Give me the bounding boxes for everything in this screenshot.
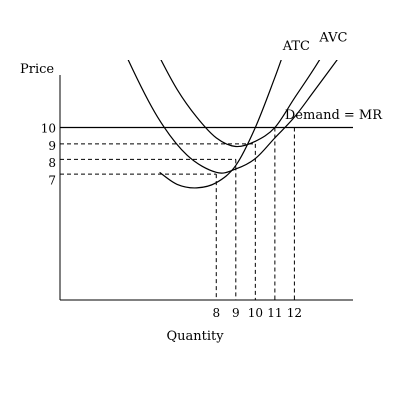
x-axis-label: Quantity bbox=[166, 329, 224, 344]
avc-label: AVC bbox=[318, 30, 347, 45]
guide-lines bbox=[60, 127, 295, 300]
x-tick-label: 11 bbox=[267, 306, 282, 320]
series-curves bbox=[60, 60, 353, 189]
x-tick-label: 8 bbox=[212, 306, 220, 320]
mc-curve bbox=[159, 60, 282, 189]
y-tick-label: 9 bbox=[48, 139, 56, 153]
x-tick-label: 10 bbox=[248, 306, 263, 320]
atc-curve bbox=[160, 60, 321, 148]
x-tick-label: 9 bbox=[232, 306, 240, 320]
curve-labels: MC ATC AVC Demand = MR bbox=[267, 0, 383, 123]
y-tick-label: 7 bbox=[48, 173, 56, 187]
atc-label: ATC bbox=[282, 39, 310, 54]
y-tick-label: 8 bbox=[48, 156, 56, 170]
y-tick-label: 10 bbox=[41, 122, 56, 136]
y-axis-label: Price bbox=[20, 62, 54, 77]
x-tick-label: 12 bbox=[287, 306, 302, 320]
mc-label: MC bbox=[267, 0, 290, 2]
demand-mr-label: Demand = MR bbox=[285, 108, 383, 123]
avc-curve bbox=[127, 60, 338, 174]
